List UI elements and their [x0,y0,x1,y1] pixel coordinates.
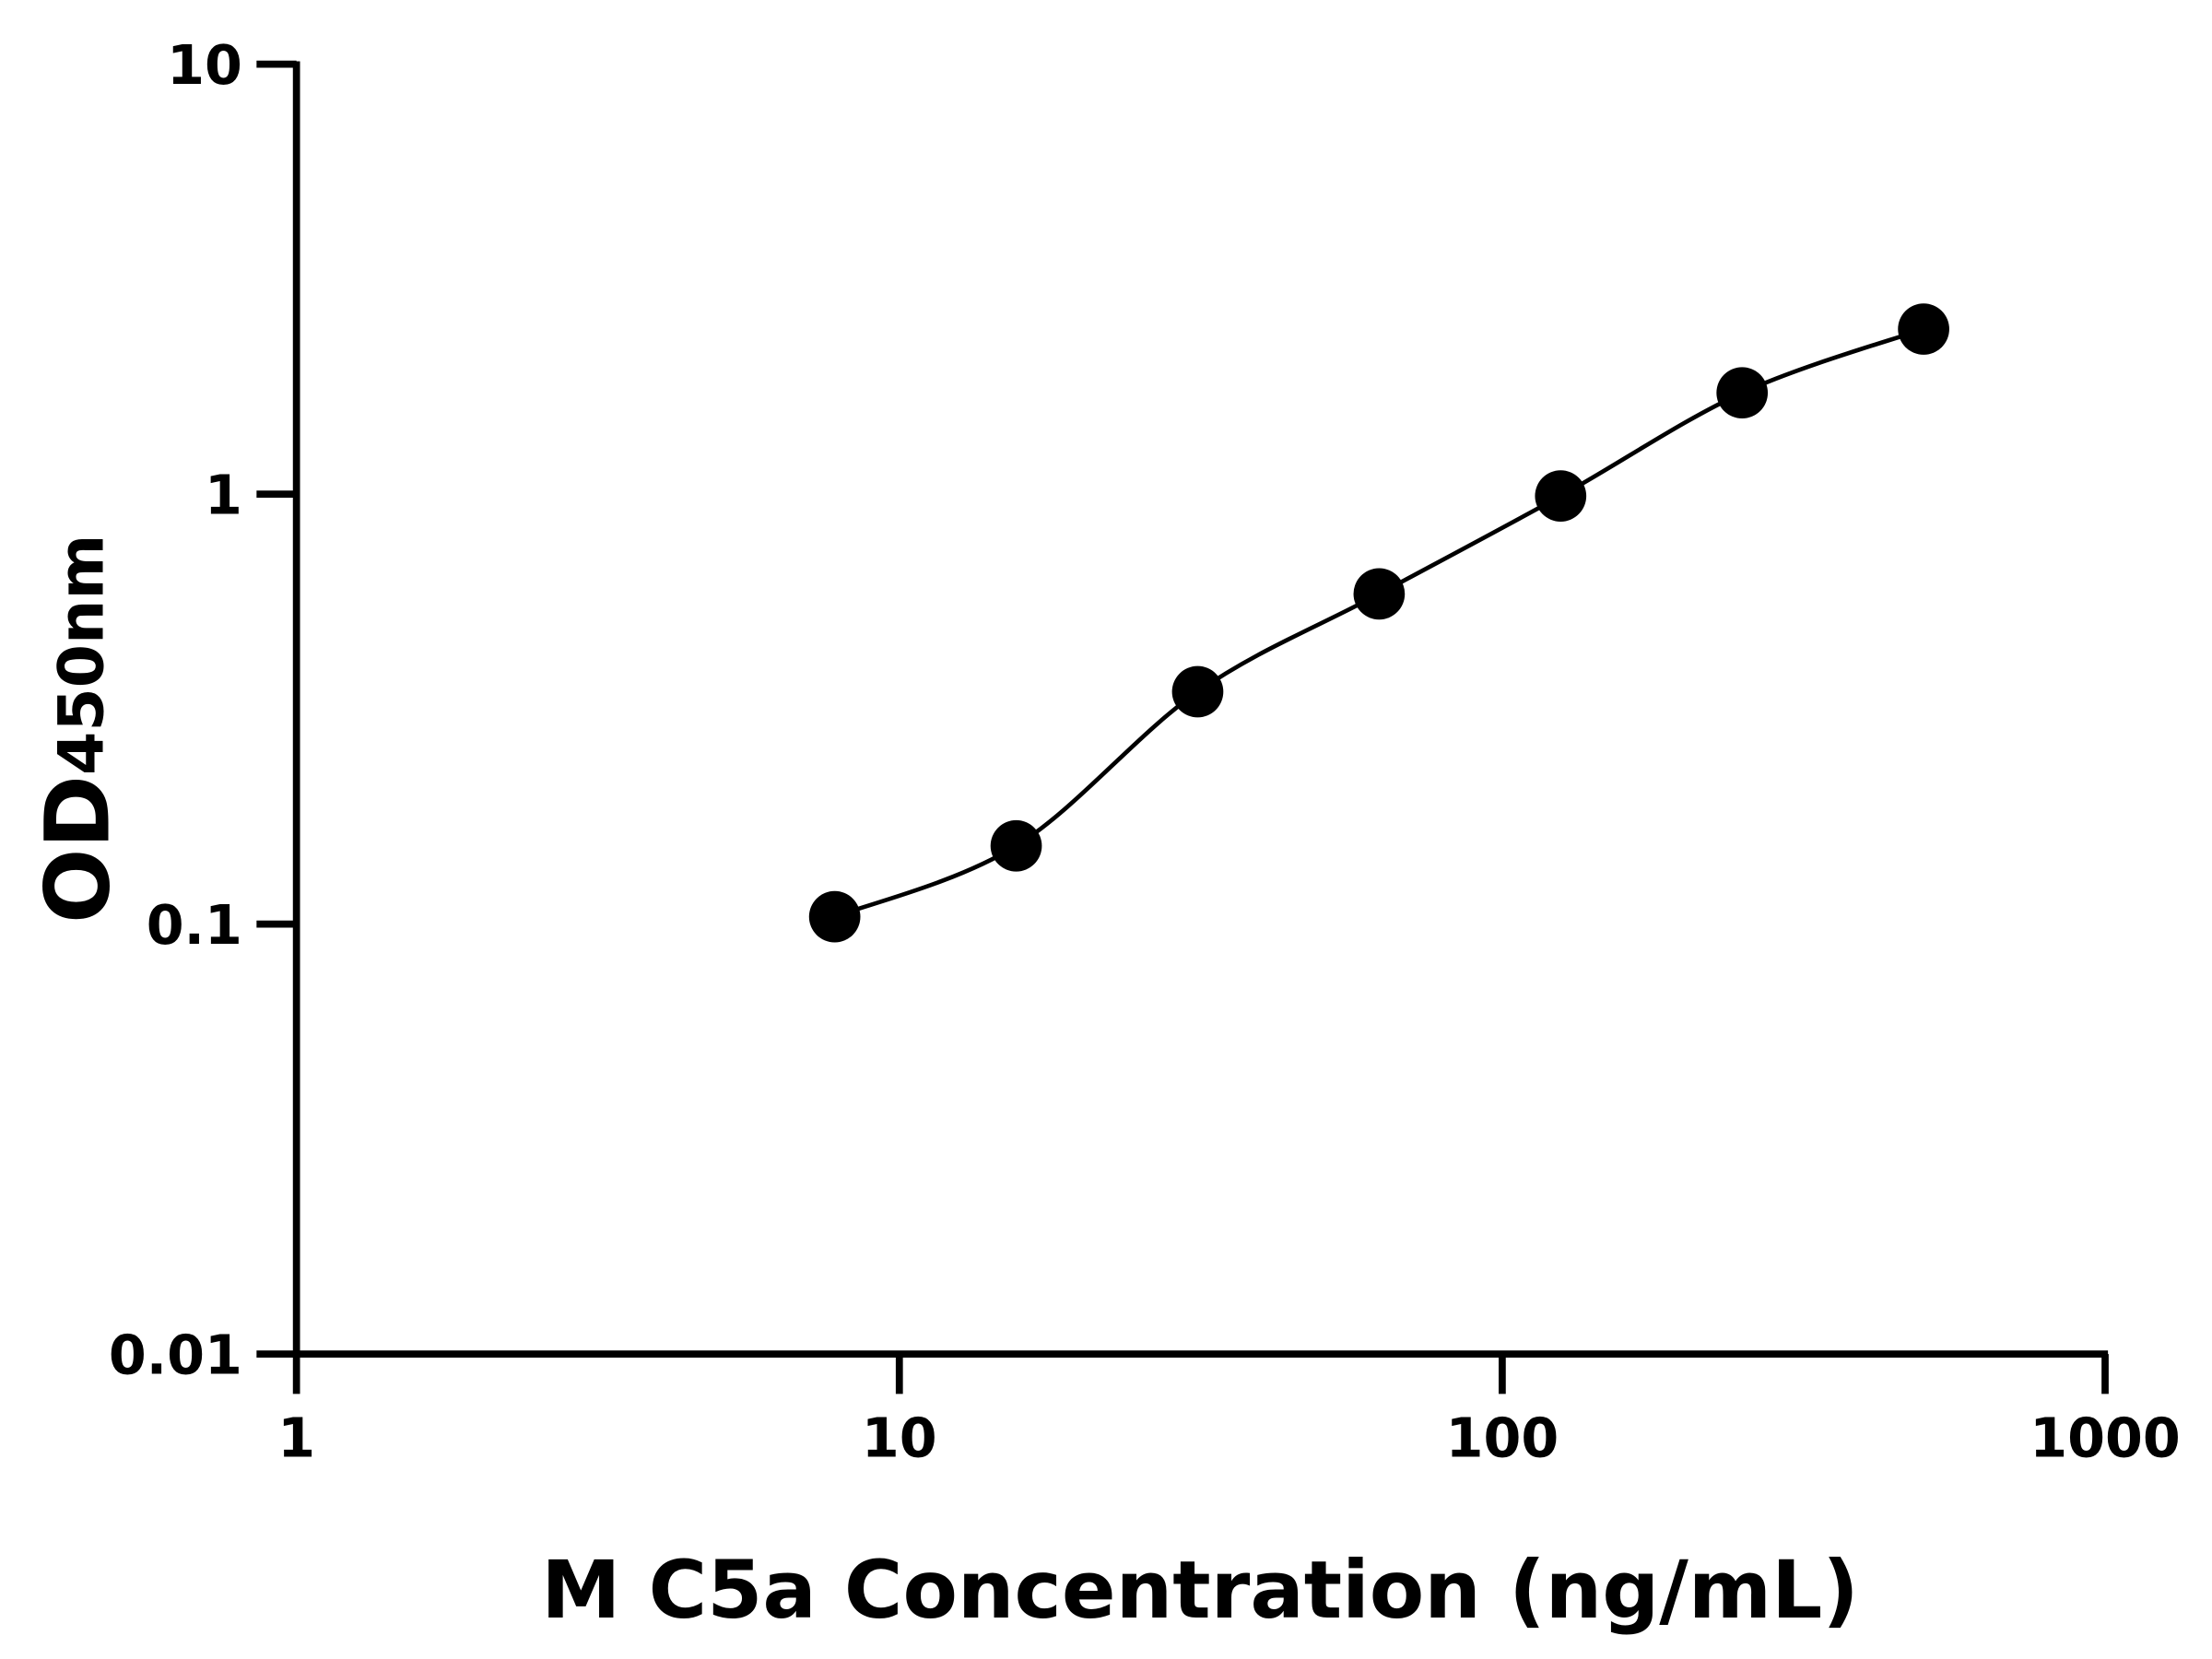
data-point [808,890,861,943]
y-tick-label: 10 [167,33,242,97]
y-axis-label-sub: 450nm [45,535,118,775]
data-point [1353,568,1406,620]
data-point [1898,303,1949,355]
ticks: 1 10 100 1000 0.01 0.1 1 10 [109,33,2181,1469]
y-tick-label: 0.01 [109,1324,242,1387]
y-axis-label: OD450nm [27,535,130,924]
x-tick-label: 100 [1446,1406,1559,1469]
data-point [1716,367,1769,419]
data-point [1171,665,1224,718]
y-tick-label: 0.1 [147,893,242,957]
x-tick-label: 1 [277,1406,315,1469]
x-axis-label: M C5a Concentration (ng/mL) [541,1545,1859,1637]
data-points [808,303,1949,943]
x-tick-label: 10 [862,1406,937,1469]
x-tick-label: 1000 [2030,1406,2181,1469]
data-point [1535,470,1587,522]
y-axis-label-main: OD [27,775,130,924]
y-tick-label: 1 [205,464,242,527]
axes [292,61,2109,1358]
data-point [990,819,1042,872]
